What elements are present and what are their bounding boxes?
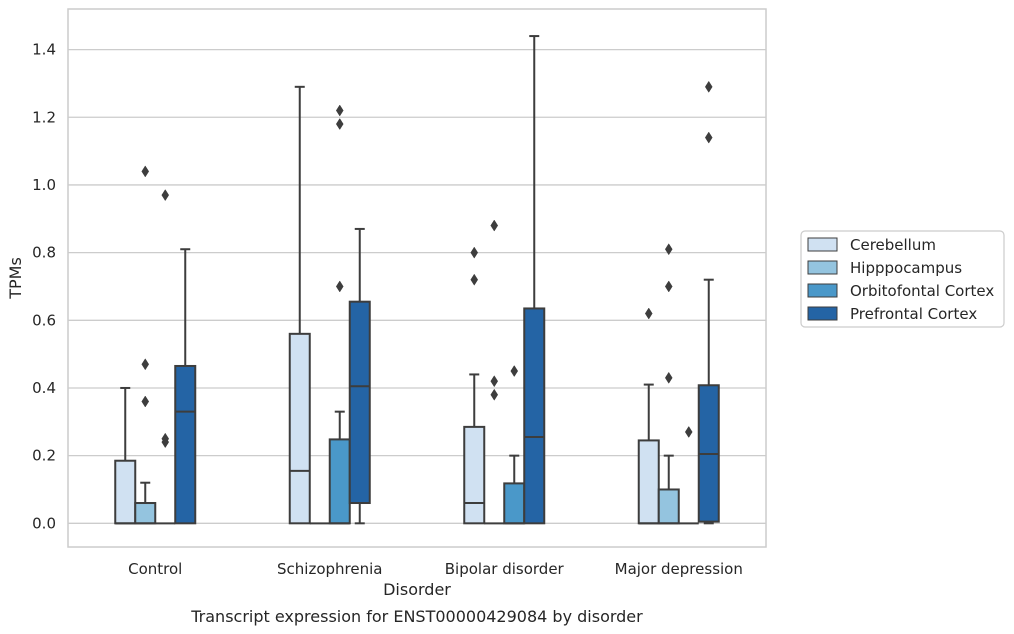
- y-axis-ticks: 0.0 0.2 0.4 0.6 0.8 1.0 1.2 1.4: [32, 41, 56, 533]
- x-axis-title: Disorder: [383, 580, 451, 599]
- series-group: [155, 104, 699, 525]
- legend: Cerebellum Hipppocampus Orbitofontal Corte…: [800, 230, 1005, 328]
- series-group: [134, 165, 680, 525]
- y-axis-title: TPMs: [6, 257, 25, 300]
- outlier-point: [335, 118, 344, 131]
- outlier-point: [141, 358, 150, 371]
- x-tick-label: Schizophrenia: [277, 560, 382, 578]
- outlier-point: [664, 243, 673, 256]
- box-body: [637, 439, 660, 525]
- series-group: [174, 35, 720, 525]
- y-tick-label: 0.2: [32, 447, 56, 465]
- outlier-point: [141, 165, 150, 178]
- outlier-point: [510, 365, 519, 378]
- box-body: [348, 300, 371, 505]
- outlier-point: [161, 189, 170, 202]
- outlier-point: [684, 425, 693, 438]
- outlier-point: [470, 246, 479, 259]
- box-body: [288, 332, 311, 525]
- x-tick-label: Major depression: [615, 560, 743, 578]
- legend-swatch: [807, 283, 838, 298]
- box-body: [503, 482, 526, 525]
- legend-label: Cerebellum: [850, 236, 936, 254]
- box-body: [134, 502, 157, 525]
- grid-lines: [68, 48, 766, 524]
- box-body: [174, 364, 197, 525]
- y-tick-label: 1.2: [32, 108, 56, 126]
- outlier-point: [704, 131, 713, 144]
- outlier-point: [664, 371, 673, 384]
- outlier-point: [335, 104, 344, 117]
- legend-swatch: [807, 306, 838, 321]
- legend-swatch: [807, 237, 838, 252]
- plot-frame: [67, 8, 767, 548]
- y-tick-label: 0.4: [32, 379, 56, 397]
- x-tick-label: Control: [128, 560, 182, 578]
- legend-swatch: [807, 260, 838, 275]
- box-plot-series: [114, 35, 720, 525]
- legend-label: Hipppocampus: [850, 259, 962, 277]
- x-axis-ticks: Control Schizophrenia Bipolar disorder Majo…: [128, 560, 743, 578]
- chart-caption: Transcript expression for ENST0000042908…: [190, 607, 643, 626]
- outlier-point: [664, 280, 673, 293]
- y-tick-label: 1.4: [32, 41, 56, 59]
- box-body: [463, 425, 486, 525]
- legend-label: Prefrontal Cortex: [850, 305, 977, 323]
- y-tick-label: 0.8: [32, 244, 56, 262]
- outlier-point: [704, 80, 713, 93]
- box-body: [523, 307, 546, 525]
- box-body: [328, 438, 351, 525]
- outlier-point: [141, 395, 150, 408]
- y-tick-label: 0.6: [32, 311, 56, 329]
- legend-frame: [800, 230, 1005, 328]
- y-tick-label: 0.0: [32, 514, 56, 532]
- x-tick-label: Bipolar disorder: [445, 560, 565, 578]
- box-body: [114, 459, 137, 525]
- box-body: [657, 488, 680, 525]
- outlier-point: [335, 280, 344, 293]
- series-group: [114, 85, 660, 525]
- outlier-point: [161, 432, 170, 445]
- outlier-point: [470, 273, 479, 286]
- outlier-point: [490, 375, 499, 388]
- legend-label: Orbitofontal Cortex: [850, 282, 994, 300]
- y-tick-label: 1.0: [32, 176, 56, 194]
- outlier-point: [644, 307, 653, 320]
- outlier-point: [490, 388, 499, 401]
- outlier-point: [490, 219, 499, 232]
